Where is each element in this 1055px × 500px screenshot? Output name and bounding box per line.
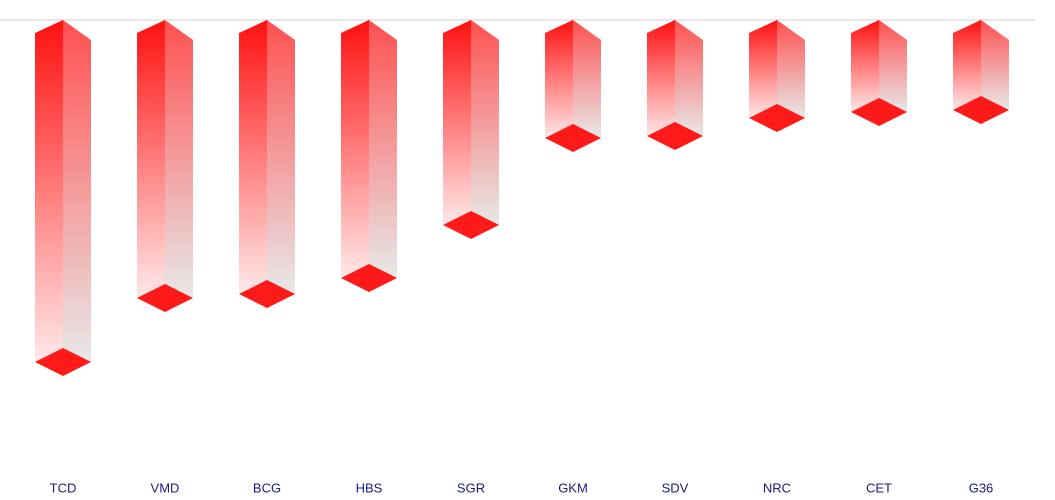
bar-end xyxy=(137,284,193,312)
bar xyxy=(851,20,879,112)
bar-side xyxy=(267,20,295,294)
bar xyxy=(35,20,63,362)
bar-end xyxy=(35,348,91,376)
bar xyxy=(137,20,165,298)
bar xyxy=(647,20,675,136)
bar-side xyxy=(63,20,91,362)
bar-end xyxy=(443,211,499,239)
bar xyxy=(749,20,777,118)
bar xyxy=(341,20,369,278)
bar-side xyxy=(675,20,703,136)
bar-side xyxy=(981,20,1009,110)
bar-side xyxy=(573,20,601,138)
x-tick-label: CET xyxy=(866,480,892,495)
bar-end xyxy=(851,98,907,126)
bar xyxy=(953,20,981,110)
x-tick-label: SDV xyxy=(662,480,689,495)
bar-end xyxy=(239,280,295,308)
bar-end xyxy=(341,264,397,292)
bar-side xyxy=(879,20,907,112)
x-tick-label: TCD xyxy=(50,480,77,495)
x-tick-label: SGR xyxy=(457,480,485,495)
bar xyxy=(443,20,471,225)
x-tick-label: G36 xyxy=(969,480,994,495)
bar xyxy=(239,20,267,294)
x-tick-label: HBS xyxy=(356,480,383,495)
bar-side xyxy=(165,20,193,298)
bar-end xyxy=(953,96,1009,124)
x-tick-label: NRC xyxy=(763,480,791,495)
bar-side xyxy=(777,20,805,118)
bar-side xyxy=(471,20,499,225)
x-tick-label: GKM xyxy=(558,480,588,495)
bar-end xyxy=(749,104,805,132)
bar xyxy=(545,20,573,138)
x-tick-label: VMD xyxy=(151,480,180,495)
bar-side xyxy=(369,20,397,278)
x-tick-label: BCG xyxy=(253,480,281,495)
bar-end xyxy=(545,124,601,152)
bar-end xyxy=(647,122,703,150)
